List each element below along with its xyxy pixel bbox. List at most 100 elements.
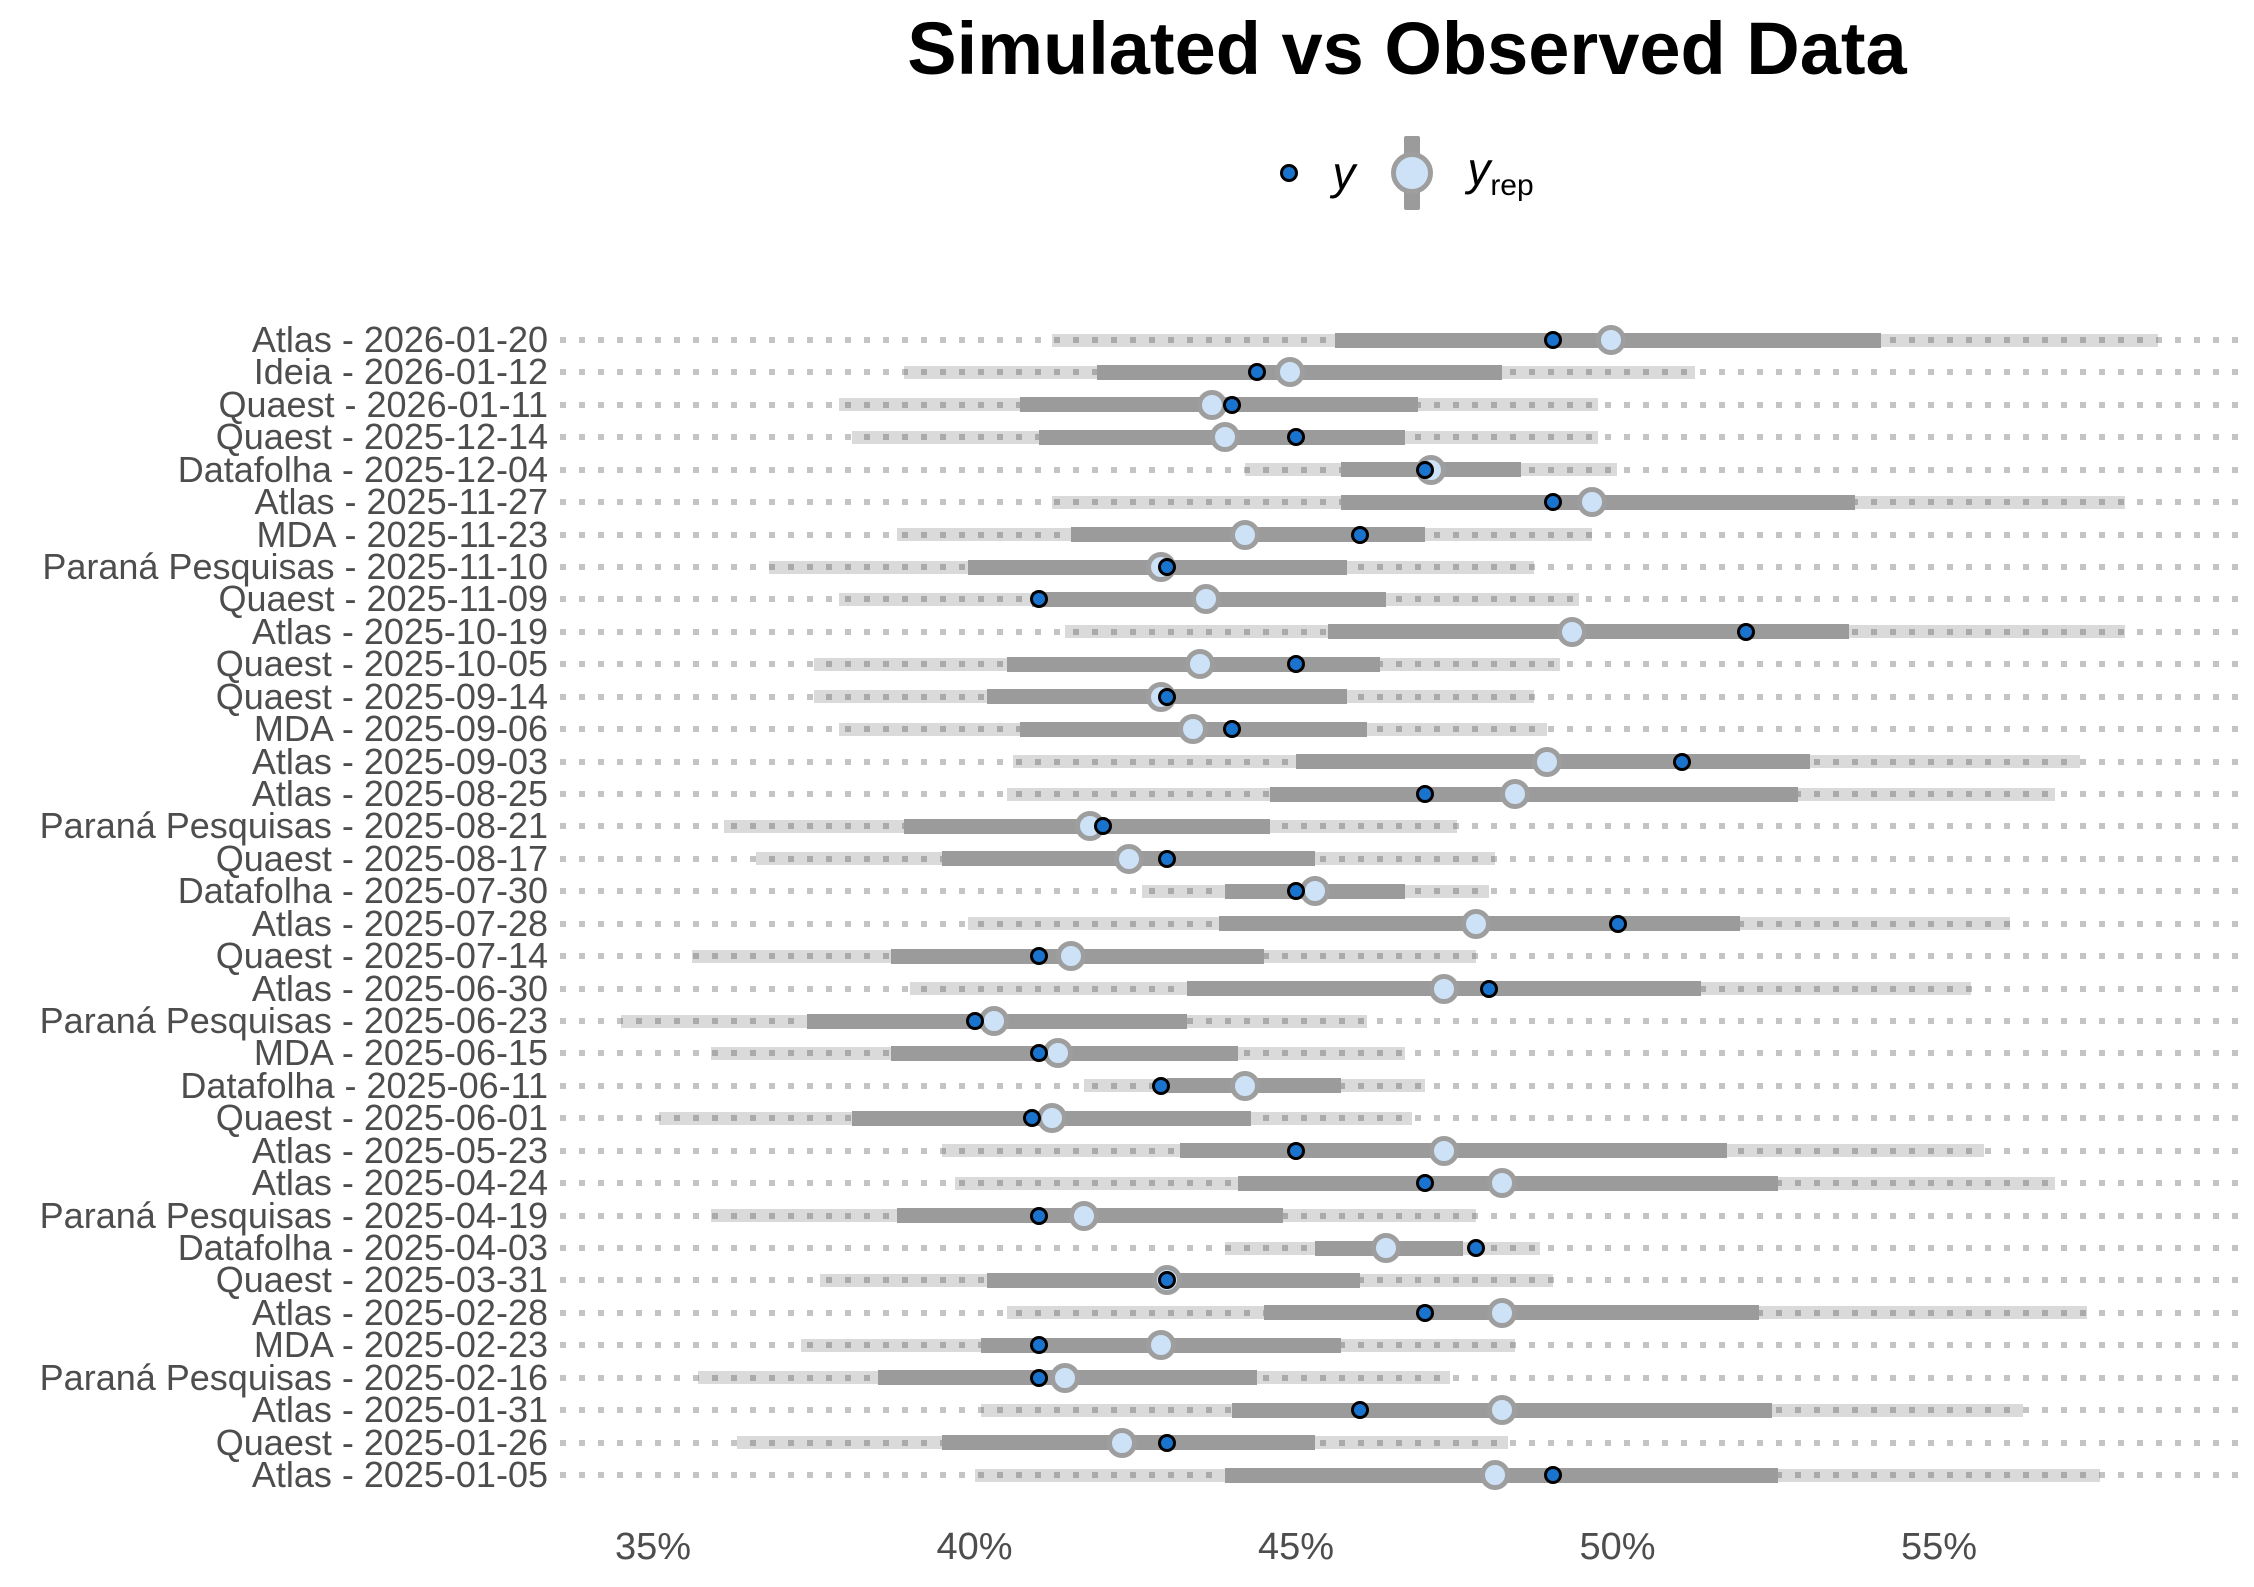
row-label: Atlas - 2025-07-28 xyxy=(251,902,548,944)
row-label: Quaest - 2025-07-14 xyxy=(215,935,548,977)
yrep-point xyxy=(1531,746,1562,777)
row-label: Quaest - 2025-09-14 xyxy=(215,675,548,717)
y-point xyxy=(1544,1466,1563,1484)
row-label: Atlas - 2025-02-28 xyxy=(251,1291,548,1333)
grid-dotted-line xyxy=(560,1082,2248,1089)
grid-dotted-line xyxy=(560,823,2248,830)
grid-dotted-line xyxy=(560,953,2248,960)
yrep-point xyxy=(1274,357,1305,388)
row-label: MDA - 2025-11-23 xyxy=(256,513,548,555)
yrep-point xyxy=(1055,941,1086,972)
grid-dotted-line xyxy=(560,1342,2248,1349)
yrep-point xyxy=(1107,1427,1138,1458)
y-point xyxy=(1029,590,1048,609)
grid-dotted-line xyxy=(560,1050,2248,1057)
yrep-point xyxy=(1499,779,1530,809)
y-point-glyph xyxy=(1280,164,1299,182)
y-point xyxy=(1479,979,1498,998)
yrep-point xyxy=(1576,487,1607,518)
yrep-point xyxy=(1210,422,1241,453)
legend-item-yrep: yrep xyxy=(1391,136,1534,210)
yrep-interval-glyph xyxy=(1391,136,1434,210)
yrep-point xyxy=(1113,843,1144,874)
yrep-point xyxy=(1184,649,1215,680)
row-label: Atlas - 2025-05-23 xyxy=(251,1129,548,1171)
y-point xyxy=(1415,1174,1434,1193)
grid-dotted-line xyxy=(560,693,2248,700)
inner-interval xyxy=(1328,624,1849,640)
yrep-point xyxy=(1428,1135,1459,1166)
y-point xyxy=(1415,1303,1434,1322)
y-point xyxy=(1287,882,1305,901)
row-label: Quaest - 2025-12-14 xyxy=(215,416,548,458)
y-point xyxy=(1094,817,1113,836)
y-point xyxy=(1158,1433,1177,1452)
y-point xyxy=(1415,460,1434,479)
row-label: Quaest - 2025-01-26 xyxy=(215,1421,548,1463)
y-point xyxy=(1351,525,1370,544)
y-point xyxy=(1544,493,1563,512)
grid-dotted-line xyxy=(560,1374,2248,1381)
yrep-point xyxy=(1229,1070,1260,1101)
y-point xyxy=(1287,1141,1305,1160)
y-point xyxy=(1029,1044,1048,1063)
grid-dotted-line xyxy=(560,726,2248,733)
row-label: Quaest - 2025-06-01 xyxy=(215,1097,548,1139)
row-label: Paraná Pesquisas - 2025-06-23 xyxy=(39,1000,548,1041)
row-label: Quaest - 2026-01-11 xyxy=(218,383,548,425)
y-point xyxy=(1029,1368,1048,1387)
y-point xyxy=(1287,428,1305,447)
row-label: Ideia - 2026-01-12 xyxy=(253,351,548,393)
yrep-point xyxy=(1229,519,1260,550)
row-label: Paraná Pesquisas - 2025-11-10 xyxy=(42,546,548,587)
x-tick-label: 35% xyxy=(614,1526,692,1568)
grid-dotted-line xyxy=(560,661,2248,668)
yrep-point xyxy=(1036,1103,1067,1134)
row-label: Paraná Pesquisas - 2025-02-16 xyxy=(39,1356,548,1398)
y-point xyxy=(1737,622,1756,641)
yrep-glyph-circle xyxy=(1391,152,1434,194)
legend-label-yrep: yrep xyxy=(1467,142,1534,202)
chart-legend: y yrep xyxy=(560,128,2254,218)
yrep-point xyxy=(1461,908,1492,939)
x-tick-label: 55% xyxy=(1900,1526,1978,1568)
y-point xyxy=(1158,1271,1177,1290)
row-label: Atlas - 2025-10-19 xyxy=(251,610,548,652)
yrep-point xyxy=(1480,1460,1511,1490)
y-point xyxy=(1158,687,1177,706)
row-label: Atlas - 2025-01-05 xyxy=(251,1454,548,1495)
y-point xyxy=(1415,785,1434,803)
yrep-point xyxy=(1486,1395,1517,1426)
y-point xyxy=(1248,363,1267,382)
row-label: Datafolha - 2025-07-30 xyxy=(177,870,548,912)
row-label: Atlas - 2025-09-03 xyxy=(251,740,548,782)
y-point xyxy=(1023,1109,1042,1128)
row-label: Datafolha - 2025-06-11 xyxy=(180,1064,548,1106)
row-label: Quaest - 2025-03-31 xyxy=(215,1259,548,1301)
y-point xyxy=(1222,395,1241,414)
row-label: Atlas - 2026-01-20 xyxy=(251,319,548,360)
grid-dotted-line xyxy=(560,855,2248,862)
y-point xyxy=(965,1012,984,1030)
y-point xyxy=(1544,331,1563,349)
legend-label-y: y xyxy=(1332,147,1356,199)
grid-dotted-line xyxy=(560,1115,2248,1122)
row-label: Quaest - 2025-11-09 xyxy=(218,578,548,620)
y-point xyxy=(1151,1076,1170,1095)
grid-dotted-line xyxy=(560,1212,2248,1219)
row-label: Paraná Pesquisas - 2025-04-19 xyxy=(39,1194,548,1236)
yrep-point xyxy=(1371,1233,1402,1263)
row-label: Atlas - 2025-01-31 xyxy=(251,1389,548,1431)
row-label: Quaest - 2025-10-05 xyxy=(215,643,548,685)
yrep-point xyxy=(1068,1200,1099,1231)
row-label: Atlas - 2025-08-25 xyxy=(251,773,548,814)
row-label: Atlas - 2025-06-30 xyxy=(251,967,548,1009)
y-point xyxy=(1029,947,1048,966)
row-label: MDA - 2025-06-15 xyxy=(253,1032,548,1074)
row-label: Datafolha - 2025-04-03 xyxy=(177,1227,548,1268)
yrep-point xyxy=(1428,973,1459,1004)
y-point xyxy=(1608,914,1627,933)
x-tick-label: 40% xyxy=(936,1526,1013,1568)
yrep-point xyxy=(1486,1168,1517,1199)
